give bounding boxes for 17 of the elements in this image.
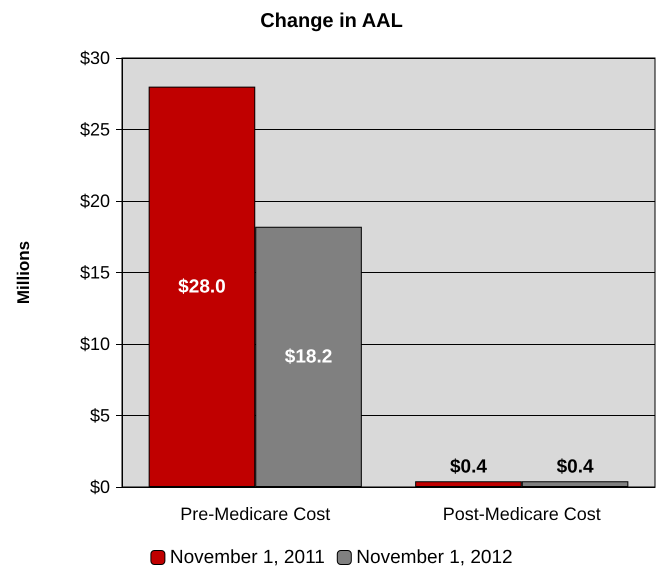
x-tick-label: Pre-Medicare Cost bbox=[180, 504, 330, 524]
y-tick-label: $15 bbox=[80, 262, 110, 282]
y-tick-label: $10 bbox=[80, 334, 110, 354]
y-tick-label: $25 bbox=[80, 120, 110, 140]
y-tick-label: $30 bbox=[80, 48, 110, 68]
y-axis-title: Millions bbox=[14, 240, 33, 304]
legend-label: November 1, 2012 bbox=[356, 547, 513, 568]
y-tick-label: $20 bbox=[80, 191, 110, 211]
x-tick-label: Post-Medicare Cost bbox=[442, 504, 601, 524]
data-label: $18.2 bbox=[284, 346, 332, 368]
y-tick-label: $5 bbox=[90, 406, 110, 426]
data-label: $28.0 bbox=[178, 276, 226, 298]
y-tick-label: $0 bbox=[90, 477, 110, 497]
chart-title: Change in AAL bbox=[260, 10, 403, 32]
legend-label: November 1, 2011 bbox=[170, 547, 325, 568]
data-label: $0.4 bbox=[450, 456, 488, 478]
data-label: $0.4 bbox=[556, 456, 594, 478]
